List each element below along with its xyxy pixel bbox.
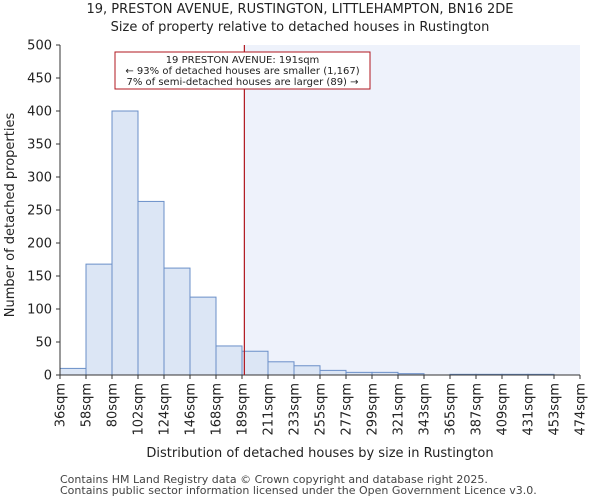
x-tick-label: 474sqm [574,383,589,436]
x-tick-label: 299sqm [366,383,381,436]
x-tick-label: 102sqm [132,383,147,436]
x-tick-label: 124sqm [158,383,173,436]
footer-licence: Contains public sector information licen… [60,484,537,497]
x-tick-label: 233sqm [288,383,303,436]
x-tick-label: 255sqm [314,383,329,436]
y-tick-label: 250 [27,204,52,219]
x-tick-label: 146sqm [184,383,199,436]
x-axis-label: Distribution of detached houses by size … [146,446,493,461]
histogram-bar [215,345,243,376]
histogram-bar [267,361,295,376]
x-tick-label: 168sqm [210,383,225,436]
histogram-bar [293,365,321,376]
y-tick-label: 300 [27,171,52,186]
x-tick-label: 36sqm [54,383,69,427]
y-tick-label: 150 [27,270,52,285]
y-tick-label: 400 [27,105,52,120]
footer-copyright: Contains HM Land Registry data © Crown c… [60,473,488,486]
histogram-bar [59,367,87,376]
annotation-title: 19 PRESTON AVENUE: 191sqm [166,55,320,66]
x-tick-label: 189sqm [236,383,251,436]
histogram-bar [189,296,217,376]
y-tick-label: 50 [35,336,52,351]
y-tick-label: 100 [27,303,52,318]
x-tick-label: 211sqm [262,383,277,436]
histogram-bar [241,350,269,376]
x-tick-label: 365sqm [444,383,459,436]
chart-title: Size of property relative to detached ho… [110,20,490,35]
x-tick-label: 321sqm [392,383,407,436]
x-tick-label: 343sqm [418,383,433,436]
y-tick-label: 500 [27,39,52,54]
x-tick-label: 277sqm [340,383,355,436]
annotation-box [114,51,371,90]
x-tick-label: 387sqm [470,383,485,436]
x-tick-label: 80sqm [106,383,121,427]
y-tick-label: 350 [27,138,52,153]
x-tick-label: 453sqm [548,383,563,436]
y-tick-label: 200 [27,237,52,252]
histogram-bar [137,200,165,376]
larger-region-highlight [244,45,580,375]
chart-title-address: 19, PRESTON AVENUE, RUSTINGTON, LITTLEHA… [86,2,514,17]
annotation-smaller: ← 93% of detached houses are smaller (1,… [125,66,359,77]
y-tick-label: 0 [44,369,52,384]
histogram-bar [111,110,139,376]
y-axis-label: Number of detached properties [3,113,18,318]
x-tick-label: 431sqm [522,383,537,436]
histogram-bar [163,267,191,376]
y-tick-label: 450 [27,72,52,87]
x-tick-label: 409sqm [496,383,511,436]
x-tick-label: 58sqm [80,383,95,427]
histogram-bar [85,263,113,376]
histogram-bar [319,369,347,376]
annotation-larger: 7% of semi-detached houses are larger (8… [126,77,358,88]
